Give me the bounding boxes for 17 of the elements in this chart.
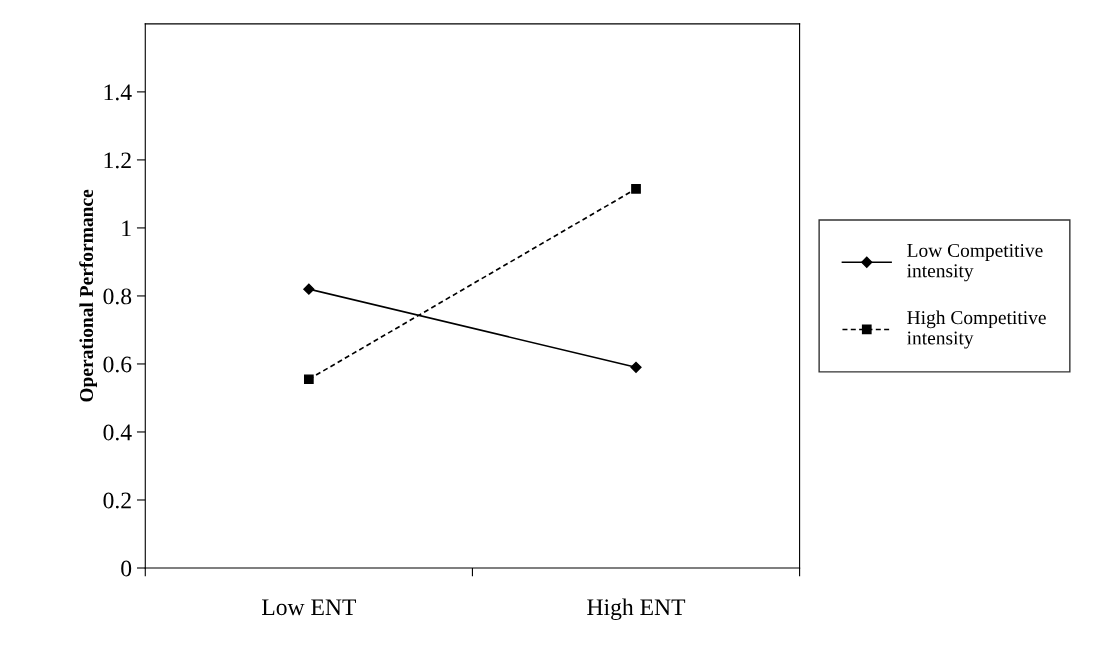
y-tick-label: 1 [122,220,131,237]
y-tick-label: 0.2 [103,492,131,509]
y-tick-label: 0.8 [103,288,132,305]
point [303,374,314,385]
y-tick-label: 0.6 [103,356,132,373]
point [630,361,642,373]
x-tick-label: Low ENT [262,599,356,616]
y-axis-title: Operational Performance [79,189,98,402]
x-tick-label: High ENT [587,598,686,621]
y-tick-label: 1.2 [104,152,131,169]
y-tick-label: 1.4 [104,84,132,101]
legend-label: High Competitive intensity [907,310,1046,349]
point [303,283,315,295]
point [631,183,641,194]
y-tick-label: 0.4 [103,424,132,441]
y-tick-label: 0 [121,560,132,577]
legend-label: Low Competitive intensity [907,243,1043,282]
